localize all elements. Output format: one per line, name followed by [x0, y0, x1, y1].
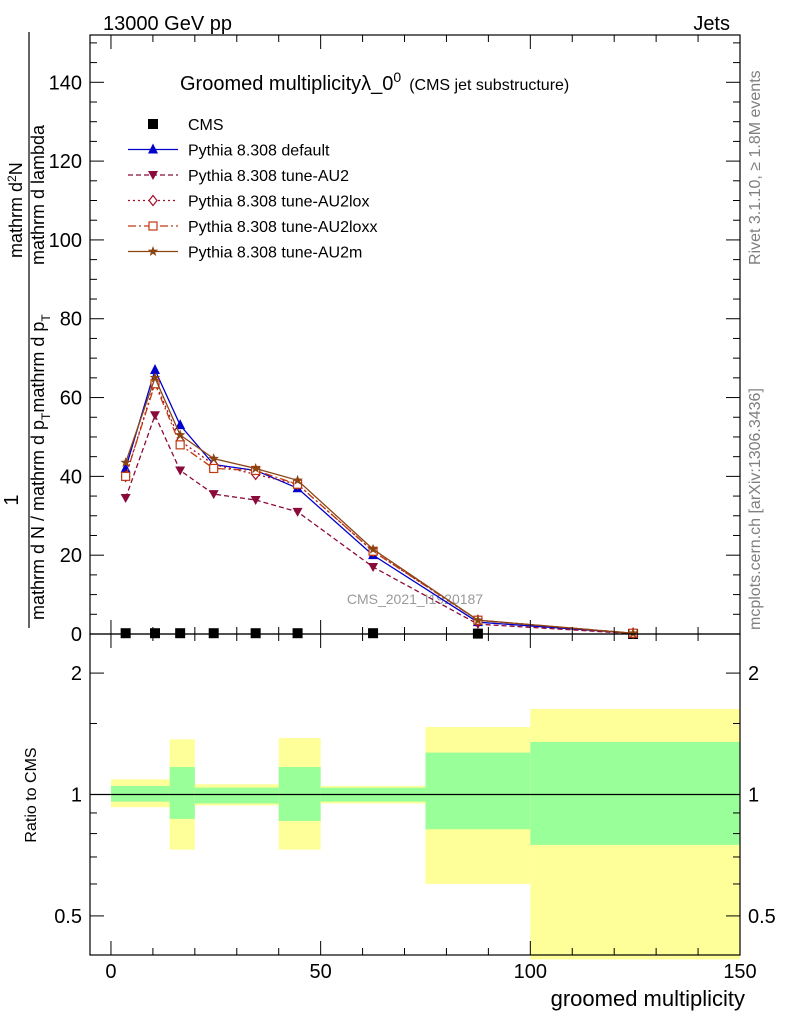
ratio-band-inner-5 — [425, 752, 531, 830]
series-5-point-1 — [149, 372, 161, 383]
legend-marker-5 — [147, 246, 159, 256]
series-0-point-2 — [175, 628, 186, 639]
ratio-band-inner-6 — [530, 741, 740, 845]
y-tick-label-0: 0 — [71, 624, 82, 646]
series-2-point-6 — [368, 563, 379, 573]
series-2-point-4 — [250, 496, 261, 506]
ratio-y-label-left-1: 1 — [71, 785, 82, 807]
y-tick-label-2: 40 — [60, 466, 82, 488]
legend-label-5: Pythia 8.308 tune-AU2m — [188, 245, 362, 262]
x-tick-label-1: 50 — [310, 961, 332, 983]
legend-label-4: Pythia 8.308 tune-AU2loxx — [188, 219, 377, 236]
series-5-point-6 — [367, 543, 379, 554]
series-2-point-3 — [208, 490, 219, 500]
series-0-point-1 — [150, 628, 160, 639]
ratio-band-inner-2 — [194, 787, 279, 804]
y-tick-label-5: 100 — [49, 230, 82, 252]
series-2-point-5 — [292, 507, 303, 517]
watermark: CMS_2021_I1920187 — [347, 591, 483, 607]
series-line-2 — [125, 413, 634, 635]
series-0-point-3 — [208, 628, 219, 639]
legend-marker-2 — [148, 171, 158, 180]
ratio-y-label-right-2: 2 — [748, 663, 759, 685]
series-4-point-3 — [209, 463, 219, 474]
series-0-point-4 — [250, 628, 261, 639]
legend-label-2: Pythia 8.308 tune-AU2 — [188, 168, 349, 185]
ratio-y-label-right-0: 0.5 — [748, 906, 776, 928]
legend-label-0: CMS — [188, 117, 224, 134]
main-title-text: Groomed multiplicityλ_00 (CMS jet substru… — [180, 69, 569, 95]
y-tick-label-1: 20 — [60, 545, 82, 567]
mcplots-label: mcplots.cern.ch [arXiv:1306.3436] — [747, 388, 764, 630]
series-0-point-5 — [292, 628, 303, 639]
header-right: Jets — [693, 13, 730, 35]
series-4-point-0 — [121, 471, 131, 481]
main-title: Groomed multiplicityλ_00 (CMS jet substru… — [180, 69, 569, 95]
y-tick-label-6: 120 — [49, 151, 82, 173]
legend-label-3: Pythia 8.308 tune-AU2lox — [188, 194, 369, 211]
x-axis-label: groomed multiplicity — [551, 986, 745, 1011]
y-tick-label-3: 60 — [60, 388, 82, 410]
legend-marker-1 — [148, 143, 158, 154]
series-0-point-6 — [368, 628, 379, 639]
series-0-point-0 — [120, 628, 131, 639]
series-1-point-1 — [150, 363, 160, 374]
series-2-point-2 — [175, 466, 186, 476]
ratio-band-inner-0 — [110, 785, 170, 802]
ylabel-dN: mathrm d2N — [5, 162, 26, 258]
main-axes: 0 20 40 60 80 100 120 140 — [49, 34, 741, 646]
series-5-point-5 — [292, 474, 303, 485]
ratio-y-label-right-1: 1 — [748, 785, 759, 807]
series-2-point-0 — [120, 494, 131, 504]
x-tick-label-3: 150 — [723, 961, 756, 983]
rivet-label: Rivet 3.1.10, ≥ 1.8M events — [747, 70, 764, 265]
ratio-y-label: Ratio to CMS — [23, 747, 40, 842]
main-y-label: 1 mathrm d N / mathrm d pTmathrm d pT ma… — [1, 32, 53, 628]
ratio-y-label-left-0: 0.5 — [54, 906, 82, 928]
series-4-point-2 — [175, 440, 185, 450]
series-5-point-8 — [627, 627, 639, 638]
y-tick-label-7: 140 — [49, 72, 82, 94]
series-5-point-3 — [208, 453, 219, 464]
legend-label-1: Pythia 8.308 default — [188, 143, 330, 160]
legend: CMS Pythia 8.308 default Pythia 8.308 tune… — [128, 117, 377, 262]
y-tick-label-4: 80 — [60, 309, 82, 331]
ratio-bands-layer — [90, 708, 740, 960]
ylabel-denominator: mathrm d N / mathrm d pTmathrm d pT — [28, 314, 53, 620]
series-1-point-2 — [175, 419, 186, 430]
legend-marker-3 — [148, 194, 158, 207]
ratio-axes: 0.5 0.5 1 1 2 2 0 50 100 150 — [54, 633, 776, 983]
legend-marker-4 — [148, 221, 158, 231]
series-2-point-1 — [150, 411, 160, 421]
header-left: 13000 GeV pp — [103, 13, 232, 35]
ylabel-one: 1 — [1, 494, 23, 505]
x-tick-label-0: 0 — [105, 961, 116, 983]
legend-marker-0 — [148, 119, 158, 129]
series-5-point-0 — [120, 457, 131, 468]
series-5-point-2 — [174, 429, 186, 440]
ratio-band-inner-1 — [169, 766, 195, 819]
ylabel-lambda: mathrm d lambda — [28, 124, 48, 265]
series-5-point-4 — [250, 462, 261, 473]
series-5 — [120, 372, 639, 638]
series-5-point-7 — [472, 614, 484, 625]
ratio-y-label-left-2: 2 — [71, 663, 82, 685]
x-tick-label-2: 100 — [514, 961, 547, 983]
